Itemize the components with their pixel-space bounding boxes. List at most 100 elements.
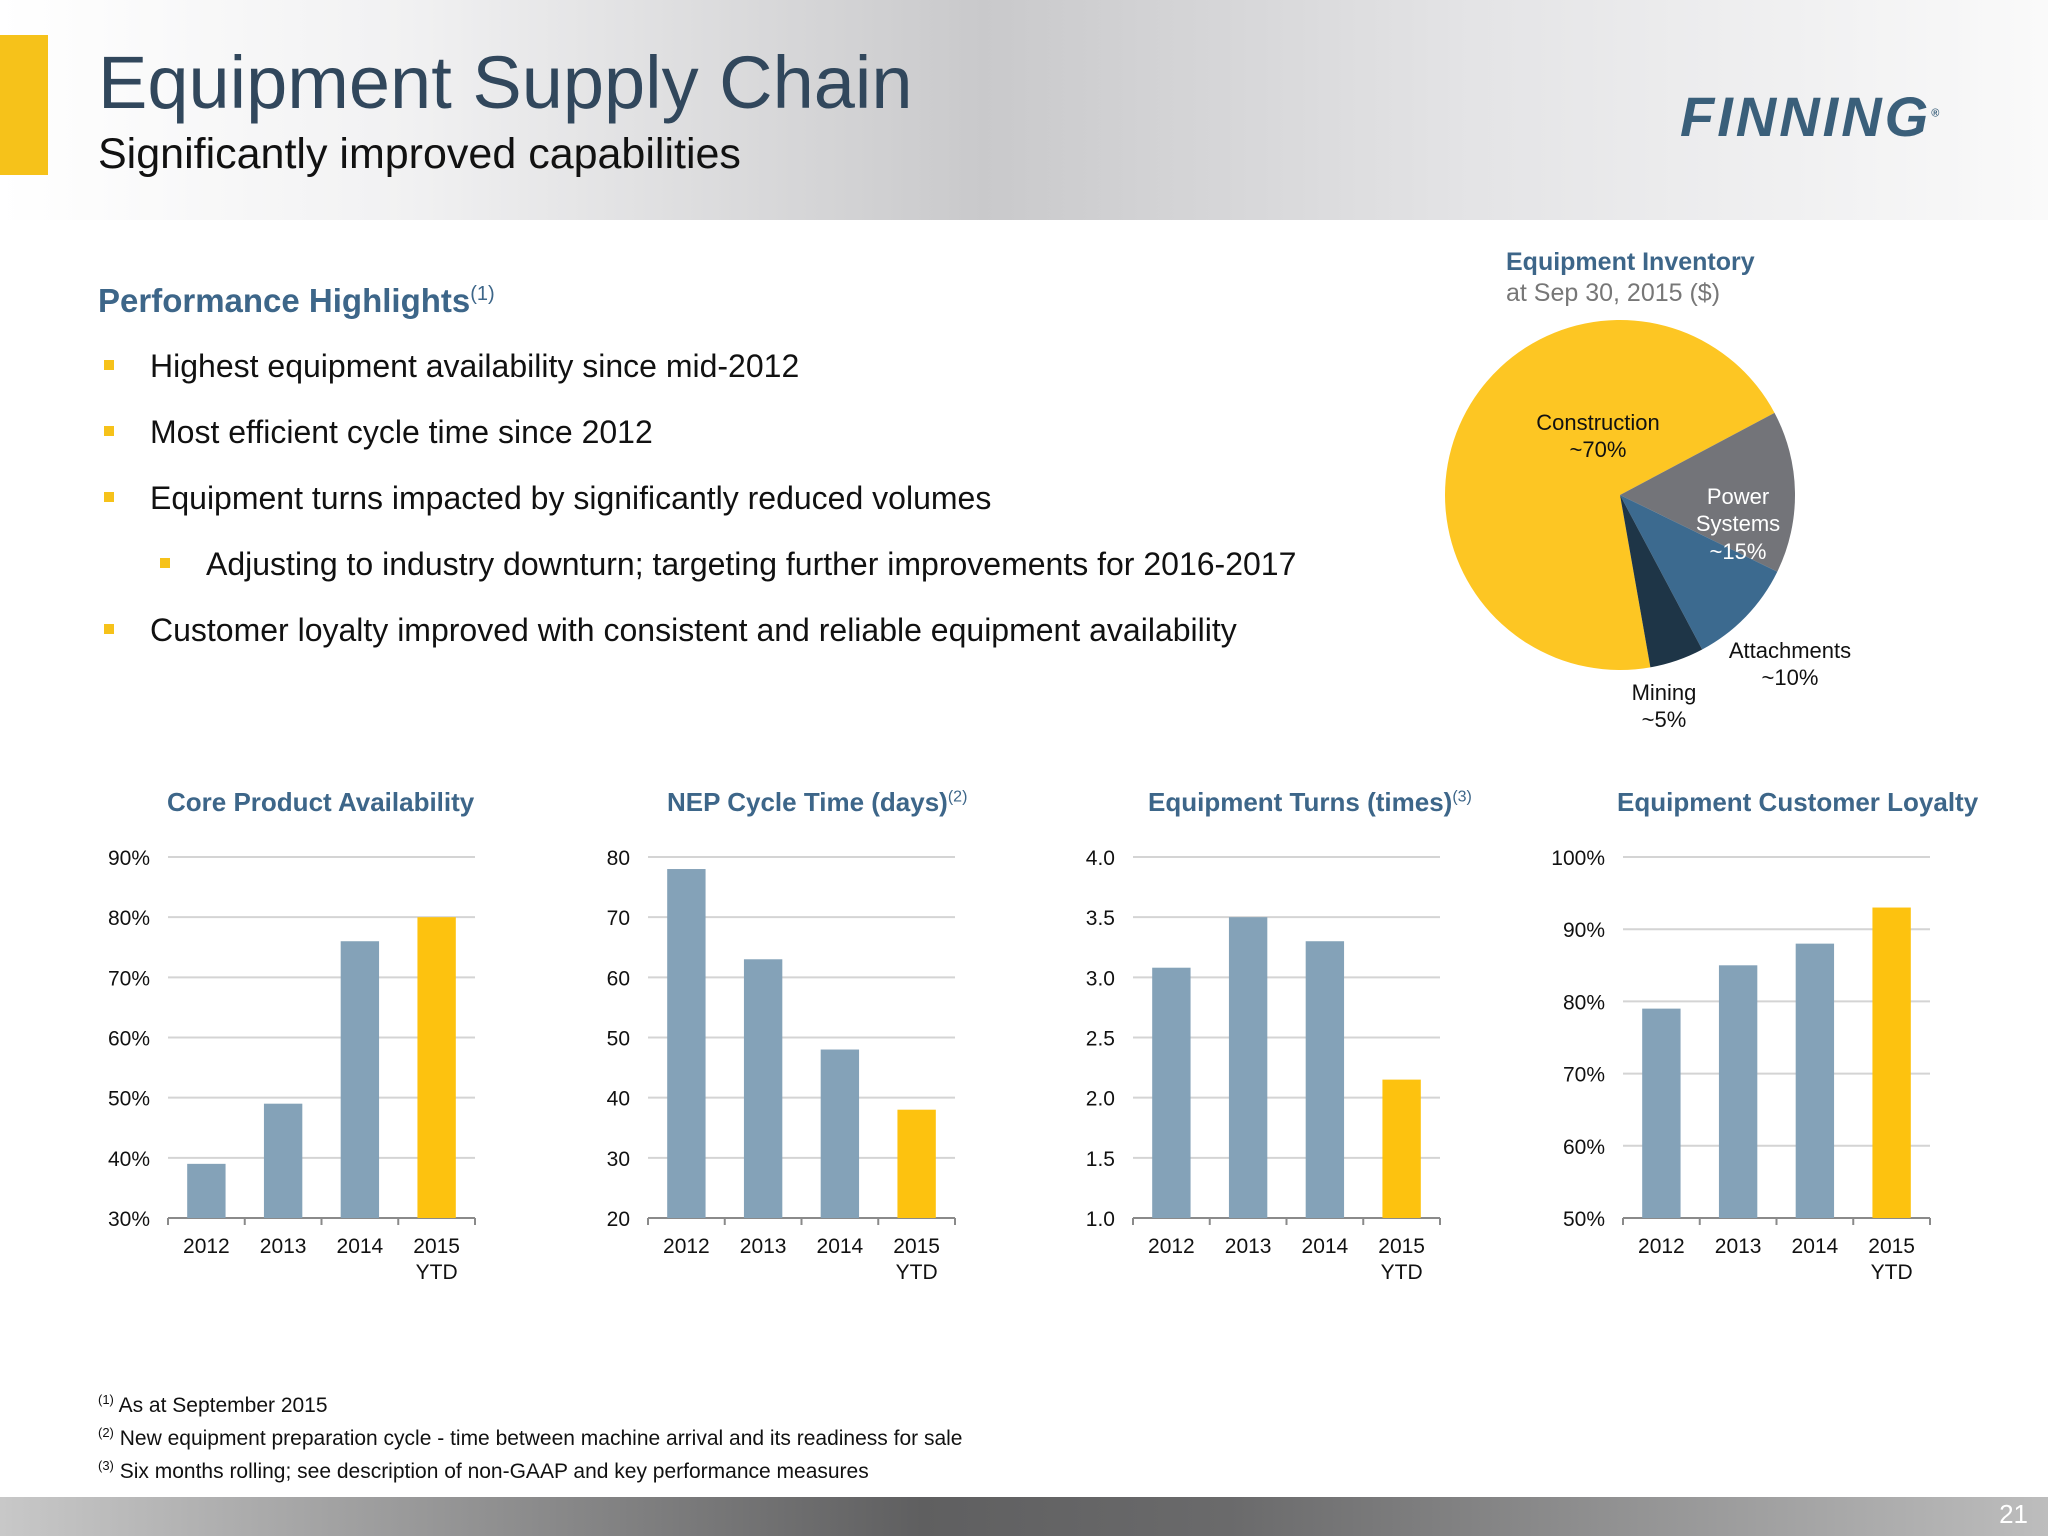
y-tick-label: 70% — [1563, 1064, 1605, 1087]
footnote: (1) As at September 2015 — [98, 1386, 962, 1419]
y-tick-label: 80% — [1563, 991, 1605, 1014]
bullet-square-icon — [104, 426, 114, 436]
chart-title-note: (3) — [1452, 788, 1472, 806]
customer-loyalty-chart: 50% 60% 70% 80% 90% 100% 2012 2013 2014 2015 YTD — [1551, 847, 1931, 1284]
pie-label: Power — [1707, 484, 1769, 509]
bar — [417, 917, 456, 1218]
nep-cycle-time-chart: 20 30 40 50 60 70 80 2012 2013 2014 2015 YTD — [607, 847, 956, 1284]
footnote-text: New equipment preparation cycle - time b… — [119, 1427, 963, 1450]
pie-chart-subtitle: at Sep 30, 2015 ($) — [1506, 279, 1721, 307]
y-tick-label: 80% — [108, 907, 150, 930]
highlights-footnote-ref: (1) — [470, 283, 495, 305]
y-tick-label: 90% — [108, 847, 150, 870]
bullet-text: Adjusting to industry downturn; targetin… — [206, 546, 1297, 582]
y-tick-label: 40% — [108, 1148, 150, 1171]
y-tick-label: 50 — [607, 1028, 630, 1051]
pie-slice-attachments — [1620, 495, 1778, 650]
pie-label: ~10% — [1762, 665, 1819, 690]
x-tick-label: YTD — [1871, 1261, 1913, 1284]
chart-title-text: NEP Cycle Time (days) — [667, 787, 948, 817]
x-tick-label: YTD — [1381, 1261, 1423, 1284]
y-tick-label: 2.0 — [1086, 1088, 1115, 1111]
highlights-title: Performance Highlights(1) — [98, 282, 495, 320]
equipment-turns-chart: 1.0 1.5 2.0 2.5 3.0 3.5 4.0 2012 2013 2014 2015 YTD — [1086, 847, 1441, 1284]
chart-title-turns: Equipment Turns (times)(3) — [1148, 787, 1472, 818]
highlights-title-text: Performance Highlights — [98, 282, 471, 319]
chart-title-availability: Core Product Availability — [167, 787, 474, 818]
x-tick-label: 2014 — [1302, 1235, 1349, 1258]
chart-title-cycle-time: NEP Cycle Time (days)(2) — [667, 787, 967, 818]
x-tick-label: 2014 — [337, 1235, 384, 1258]
chart-title-note: (2) — [947, 788, 968, 806]
bullet-square-icon — [104, 492, 114, 502]
page-number: 21 — [1999, 1499, 2028, 1529]
bar — [263, 1103, 303, 1218]
x-tick-label: 2012 — [663, 1235, 710, 1258]
bullet-text: Customer loyalty improved with consisten… — [150, 612, 1237, 648]
pie-label: ~70% — [1570, 437, 1627, 462]
y-tick-label: 4.0 — [1086, 847, 1115, 870]
pie-label: ~5% — [1642, 707, 1687, 732]
bar — [1642, 1008, 1681, 1218]
bar — [897, 1109, 936, 1218]
pie-label: Attachments — [1729, 638, 1851, 663]
x-tick-label: YTD — [416, 1261, 458, 1284]
bar — [1872, 907, 1911, 1218]
x-tick-label: 2012 — [183, 1235, 230, 1258]
bullet-square-icon — [104, 360, 114, 370]
footnote: (2) New equipment preparation cycle - ti… — [98, 1419, 962, 1452]
highlight-sub-bullet: Adjusting to industry downturn; targetin… — [160, 546, 1297, 583]
bullet-text: Highest equipment availability since mid… — [150, 348, 800, 384]
logo-registered-mark: ® — [1931, 107, 1940, 120]
y-tick-label: 100% — [1551, 847, 1605, 870]
bullet-text: Equipment turns impacted by significantl… — [150, 480, 992, 516]
bullet-square-icon — [160, 558, 170, 568]
pie-label: Systems — [1696, 511, 1780, 536]
y-tick-label: 3.5 — [1086, 907, 1115, 930]
footnote: (3) Six months rolling; see description … — [98, 1452, 962, 1485]
y-tick-label: 60 — [607, 967, 630, 990]
bar — [1795, 943, 1835, 1218]
chart-title-loyalty: Equipment Customer Loyalty — [1617, 787, 1978, 818]
y-tick-label: 80 — [607, 847, 630, 870]
finning-logo: FINNING® — [1680, 84, 1939, 149]
header-band — [0, 0, 2048, 220]
bar — [187, 1163, 226, 1218]
y-tick-label: 30 — [607, 1148, 630, 1171]
pie-slice-construction — [1445, 319, 1775, 670]
y-tick-label: 50% — [108, 1088, 150, 1111]
page-title: Equipment Supply Chain — [98, 41, 913, 124]
pie-chart-title: Equipment Inventory — [1506, 248, 1755, 276]
bar — [1152, 967, 1191, 1218]
footnote-marker: (1) — [98, 1392, 114, 1407]
highlight-bullet: Equipment turns impacted by significantl… — [104, 480, 992, 517]
highlight-bullet: Most efficient cycle time since 2012 — [104, 414, 653, 451]
x-tick-label: YTD — [896, 1261, 938, 1284]
x-tick-label: 2014 — [1792, 1235, 1839, 1258]
x-tick-label: 2013 — [1715, 1235, 1762, 1258]
footnotes: (1) As at September 2015 (2) New equipme… — [98, 1386, 962, 1485]
bar — [1228, 917, 1268, 1218]
chart-title-text: Core Product Availability — [167, 787, 475, 817]
y-tick-label: 2.5 — [1086, 1028, 1115, 1051]
pie-label: Mining — [1632, 680, 1697, 705]
bar — [1305, 941, 1345, 1218]
x-tick-label: 2015 — [1868, 1235, 1915, 1258]
bar — [1718, 965, 1758, 1218]
y-tick-label: 60% — [1563, 1136, 1605, 1159]
core-product-availability-chart: 30% 40% 50% 60% 70% 80% 90% 2012 2013 2014 2015 YTD — [108, 847, 476, 1284]
bar — [743, 959, 783, 1218]
pie-slice-power-systems — [1620, 412, 1795, 572]
y-tick-label: 20 — [607, 1208, 630, 1231]
x-tick-label: 2015 — [893, 1235, 940, 1258]
page-subtitle: Significantly improved capabilities — [98, 130, 741, 178]
y-tick-label: 60% — [108, 1028, 150, 1051]
pie-label: ~15% — [1710, 539, 1767, 564]
bar — [340, 941, 380, 1218]
x-tick-label: 2012 — [1638, 1235, 1685, 1258]
footnote-text: Six months rolling; see description of n… — [119, 1460, 869, 1483]
chart-title-text: Equipment Customer Loyalty — [1617, 787, 1979, 817]
footnote-marker: (3) — [98, 1458, 114, 1473]
y-tick-label: 50% — [1563, 1208, 1605, 1231]
